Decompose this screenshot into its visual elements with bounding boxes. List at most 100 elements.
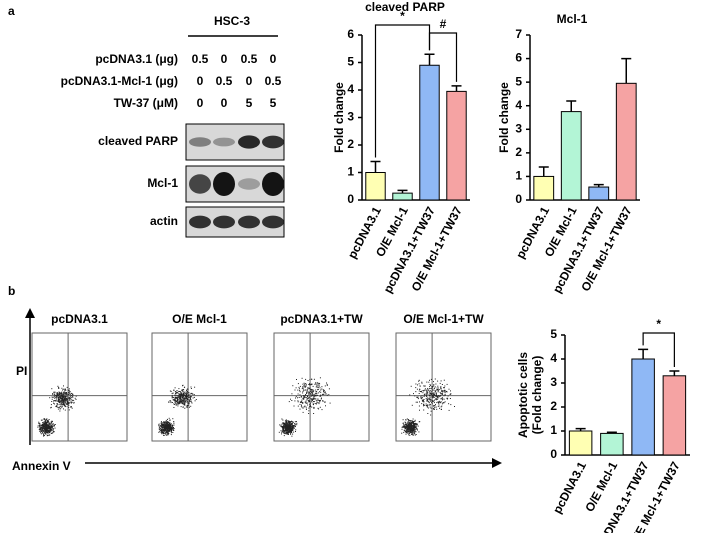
dot — [317, 398, 319, 400]
dot — [186, 394, 188, 396]
dot — [312, 385, 314, 387]
dot — [279, 424, 281, 426]
dot — [285, 424, 287, 426]
dot — [166, 426, 168, 428]
dot — [51, 388, 53, 390]
y-tick-label: 2 — [550, 399, 557, 413]
dot — [39, 430, 41, 432]
dot — [162, 424, 164, 426]
dot — [305, 401, 307, 403]
dot — [160, 432, 162, 434]
dot — [285, 425, 287, 427]
dot — [165, 434, 167, 436]
dot — [409, 424, 411, 426]
y-tick-label: 5 — [347, 55, 354, 69]
dot — [431, 403, 433, 405]
dot — [425, 389, 427, 391]
dot — [68, 392, 70, 393]
dot — [59, 393, 61, 395]
dot — [66, 398, 68, 400]
dot — [64, 393, 66, 395]
dot — [175, 404, 177, 406]
dot — [61, 393, 63, 395]
dot — [63, 400, 65, 402]
dot — [37, 425, 39, 427]
dot — [302, 386, 304, 388]
dot — [429, 396, 431, 398]
dot — [169, 430, 170, 432]
dot — [325, 393, 327, 395]
dot — [413, 423, 415, 425]
dot — [173, 397, 175, 398]
dot — [176, 392, 177, 394]
dot — [166, 421, 168, 423]
dot — [324, 393, 326, 395]
dot — [186, 405, 188, 407]
dot — [441, 403, 443, 405]
dot — [162, 422, 164, 424]
dot — [412, 418, 414, 420]
dot — [188, 404, 190, 406]
dot — [309, 398, 311, 400]
dot — [307, 380, 309, 381]
dot — [167, 426, 168, 428]
dot — [183, 397, 185, 399]
dot — [49, 434, 51, 436]
dot — [47, 430, 49, 431]
dot — [318, 403, 320, 405]
bar — [533, 175, 555, 201]
band — [262, 135, 284, 149]
dot — [59, 406, 60, 408]
dot — [314, 393, 316, 395]
dot — [52, 429, 54, 431]
dot — [64, 396, 66, 398]
dot — [315, 389, 317, 391]
dot — [436, 394, 438, 396]
dot — [62, 403, 64, 405]
dot — [282, 431, 284, 433]
dot — [414, 426, 416, 428]
dot — [171, 394, 173, 396]
dot — [60, 396, 62, 398]
band — [262, 215, 284, 229]
dot — [48, 422, 50, 424]
dot — [421, 403, 423, 405]
dot — [317, 389, 319, 390]
dot — [163, 434, 165, 436]
dot — [307, 400, 309, 401]
dot — [177, 397, 178, 399]
dot — [165, 422, 167, 424]
dot — [173, 428, 175, 429]
dot — [421, 400, 423, 402]
dot — [430, 393, 432, 394]
dot — [428, 401, 430, 403]
dot — [42, 423, 44, 425]
dot — [180, 406, 182, 408]
dot — [316, 402, 318, 404]
dot — [173, 423, 175, 425]
dot — [309, 406, 310, 408]
dot — [426, 381, 428, 383]
dot — [437, 396, 438, 398]
dot — [441, 409, 442, 410]
dot — [414, 420, 416, 422]
dot — [283, 429, 285, 431]
dot — [302, 397, 304, 399]
dot — [312, 390, 314, 392]
dot — [177, 399, 179, 401]
dot — [426, 406, 428, 408]
dot — [432, 389, 434, 391]
dot — [67, 402, 69, 403]
dot — [40, 430, 42, 432]
band-label: Mcl-1 — [147, 176, 178, 190]
dot — [178, 393, 180, 395]
dot — [429, 398, 431, 400]
dot — [179, 395, 181, 397]
dot — [59, 392, 61, 394]
dot — [49, 429, 51, 431]
dot — [444, 387, 445, 389]
dot — [416, 388, 418, 390]
dot — [284, 420, 286, 422]
dot — [185, 391, 187, 393]
